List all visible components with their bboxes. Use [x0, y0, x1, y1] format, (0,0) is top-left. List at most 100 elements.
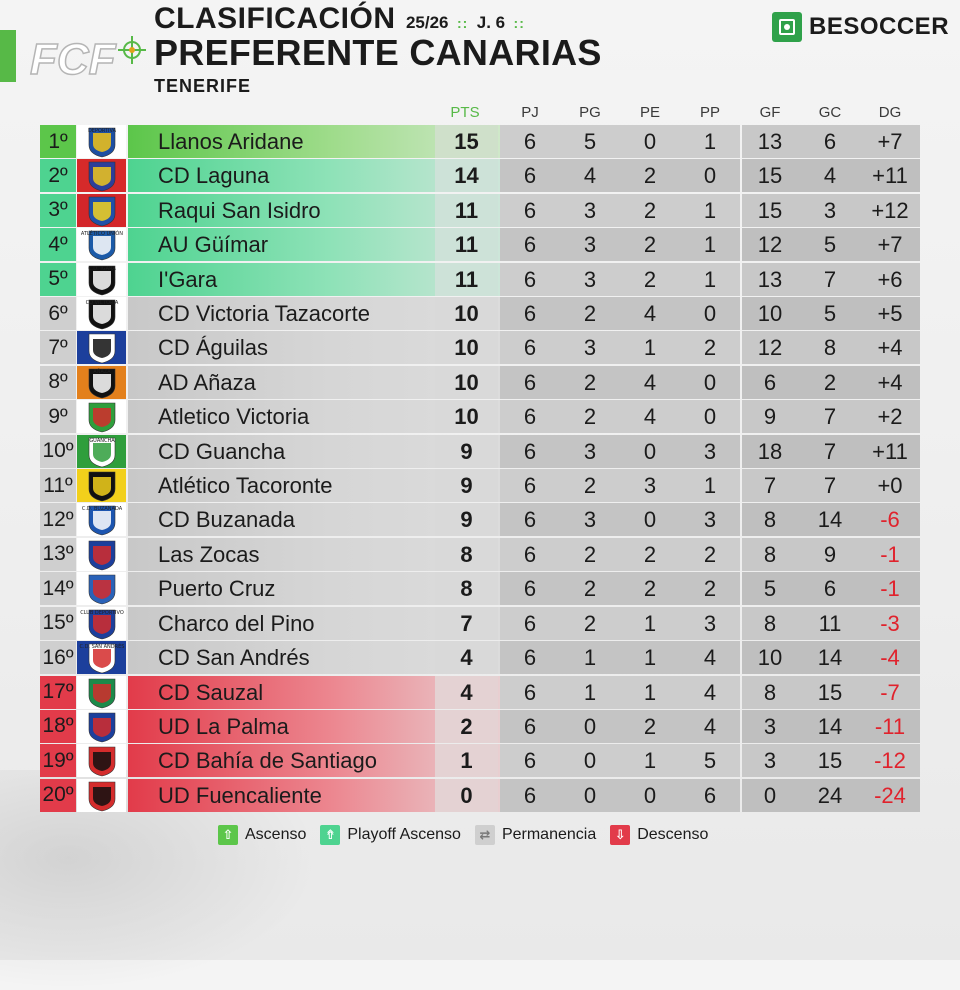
points-value: 10	[454, 369, 479, 395]
team-name: AU Güímar	[158, 232, 269, 258]
team-name: Puerto Cruz	[158, 576, 276, 602]
table-row[interactable]: 18º UD La Palma 2 6 0 2 4 3 14 -11	[40, 709, 920, 743]
position-cell: 3º	[40, 193, 76, 227]
stat-pj: 6	[523, 197, 537, 223]
table-row[interactable]: 11º Atlético Tacoronte 9 6 2 3 1 7 7 +0	[40, 469, 920, 503]
table-row[interactable]: 13º Las Zocas 8 6 2 2 2 8 9 -1	[40, 537, 920, 571]
stat-pj: 6	[523, 473, 537, 499]
position-cell: 18º	[40, 709, 76, 743]
position-cell: 2º	[40, 159, 76, 193]
stats-background-goals	[742, 709, 920, 743]
column-header-pts: PTS	[450, 104, 480, 121]
table-row[interactable]: 4º ATLÉTICO UNIÓN AU Güímar 11 6 3 2 1 12 5 +7	[40, 228, 920, 262]
stat-dg: +11	[872, 438, 908, 464]
stat-pe: 2	[643, 163, 657, 189]
points-value: 7	[460, 610, 473, 636]
stat-gc: 6	[823, 129, 837, 154]
stat-pp: 5	[703, 748, 717, 774]
stat-gc: 4	[823, 163, 837, 189]
points-cell-background	[435, 778, 498, 812]
stat-gc: 7	[823, 266, 837, 292]
stat-pe: 1	[643, 645, 657, 671]
points-value: 11	[454, 266, 479, 292]
stat-dg: -6	[880, 507, 900, 533]
team-crest-icon	[77, 572, 126, 606]
table-row[interactable]: 16º C.D. SAN ANDRÉS CD San Andrés 4 6 1 1 4 10 14…	[40, 641, 920, 675]
stats-background-goals	[742, 572, 920, 606]
team-crest-icon	[77, 193, 126, 227]
legend-label: Ascenso	[245, 826, 307, 843]
stat-gc: 7	[823, 404, 837, 430]
stats-background-matches	[500, 778, 740, 812]
points-value: 11	[454, 197, 479, 223]
table-row[interactable]: 6º CD VICTORIA CD Victoria Tazacorte 10 6 2 4 0…	[40, 297, 920, 331]
stat-pp: 1	[703, 473, 717, 499]
table-row[interactable]: 20º UD Fuencaliente 0 6 0 0 6 0 24 -24	[40, 778, 920, 812]
stat-pg: 2	[583, 369, 597, 395]
stat-dg: +0	[877, 473, 903, 499]
points-cell-background	[435, 125, 498, 158]
stat-pj: 6	[523, 576, 537, 602]
stat-pp: 4	[703, 645, 717, 671]
points-cell-background	[435, 434, 498, 468]
stat-pg: 2	[583, 404, 597, 430]
stat-gc: 11	[818, 610, 842, 636]
table-row[interactable]: 5º C.D. IGARA I'Gara 11 6 3 2 1 13 7 +6	[40, 262, 920, 296]
stats-background-matches	[500, 262, 740, 296]
stat-pg: 3	[583, 266, 597, 292]
team-name: Charco del Pino	[158, 610, 315, 636]
table-row[interactable]: 8º AÑAZA AD Añaza 10 6 2 4 0 6 2 +4	[40, 365, 920, 399]
stat-pg: 3	[583, 507, 597, 533]
stat-pj: 6	[523, 369, 537, 395]
stat-gf: 8	[763, 541, 777, 567]
table-row[interactable]: 3º Raqui San Isidro 11 6 3 2 1 15 3 +12	[40, 193, 920, 227]
stats-background-matches	[500, 434, 740, 468]
stat-pj: 6	[523, 335, 537, 361]
table-row[interactable]: 2º CD Laguna 14 6 4 2 0 15 4 +11	[40, 159, 920, 193]
stats-background-matches	[500, 228, 740, 262]
table-row[interactable]: 17º CD Sauzal 4 6 1 1 4 8 15 -7	[40, 675, 920, 709]
table-row[interactable]: 14º Puerto Cruz 8 6 2 2 2 5 6 -1	[40, 572, 920, 606]
stat-pe: 4	[643, 369, 657, 395]
stats-background-matches	[500, 606, 740, 640]
stat-pj: 6	[523, 404, 537, 430]
team-crest-icon: C.D. BUZANADA	[77, 503, 126, 537]
stat-pg: 4	[583, 163, 597, 189]
position-cell: 8º	[40, 365, 76, 399]
position-cell: 15º	[40, 606, 76, 640]
arrow-down-icon: ⇩	[610, 825, 631, 845]
table-row[interactable]: 1º DEPORTIVA Llanos Aridane 15 6 5 0 1 13 6 +7	[40, 125, 920, 158]
crest-lettering: GUANCHA	[89, 438, 115, 444]
points-cell-background	[435, 537, 498, 571]
points-cell-background	[435, 159, 498, 193]
stat-pp: 1	[703, 197, 717, 223]
stat-pp: 2	[703, 335, 717, 361]
points-value: 4	[460, 679, 473, 705]
table-row[interactable]: 12º C.D. BUZANADA CD Buzanada 9 6 3 0 3 8 14 -6	[40, 503, 920, 537]
points-value: 0	[460, 782, 473, 808]
stat-pj: 6	[523, 507, 537, 533]
table-row[interactable]: 19º CD Bahía de Santiago 1 6 0 1 5 3 15 -12	[40, 744, 920, 778]
table-row[interactable]: 7º CD Águilas 10 6 3 1 2 12 8 +4	[40, 331, 920, 365]
stats-background-matches	[500, 297, 740, 331]
crest-lettering: C.D. IGARA	[88, 266, 116, 272]
stat-pj: 6	[523, 266, 537, 292]
stat-pj: 6	[523, 129, 537, 154]
stat-gc: 14	[817, 645, 843, 671]
position-cell: 19º	[40, 744, 76, 778]
legend-label: Playoff Ascenso	[347, 826, 461, 843]
team-name: CD Sauzal	[158, 679, 264, 705]
stat-pg: 2	[583, 541, 597, 567]
stat-pe: 0	[643, 129, 657, 154]
crest-lettering: C.D. BUZANADA	[82, 506, 123, 512]
team-name: CD Águilas	[158, 335, 269, 361]
stat-pg: 1	[583, 645, 597, 671]
stats-background-goals	[742, 193, 920, 227]
crest-lettering: AÑAZA	[93, 368, 111, 375]
stat-pp: 3	[703, 507, 717, 533]
table-row[interactable]: 9º Atletico Victoria 10 6 2 4 0 9 7 +2	[40, 400, 920, 434]
table-row[interactable]: 10º GUANCHA CD Guancha 9 6 3 0 3 18 7 +11	[40, 434, 920, 468]
stat-dg: +5	[877, 301, 903, 327]
table-row[interactable]: 15º CLUB DEPORTIVO Charco del Pino 7 6 2 1 3 8 11…	[40, 606, 920, 640]
stat-gf: 5	[763, 576, 777, 602]
